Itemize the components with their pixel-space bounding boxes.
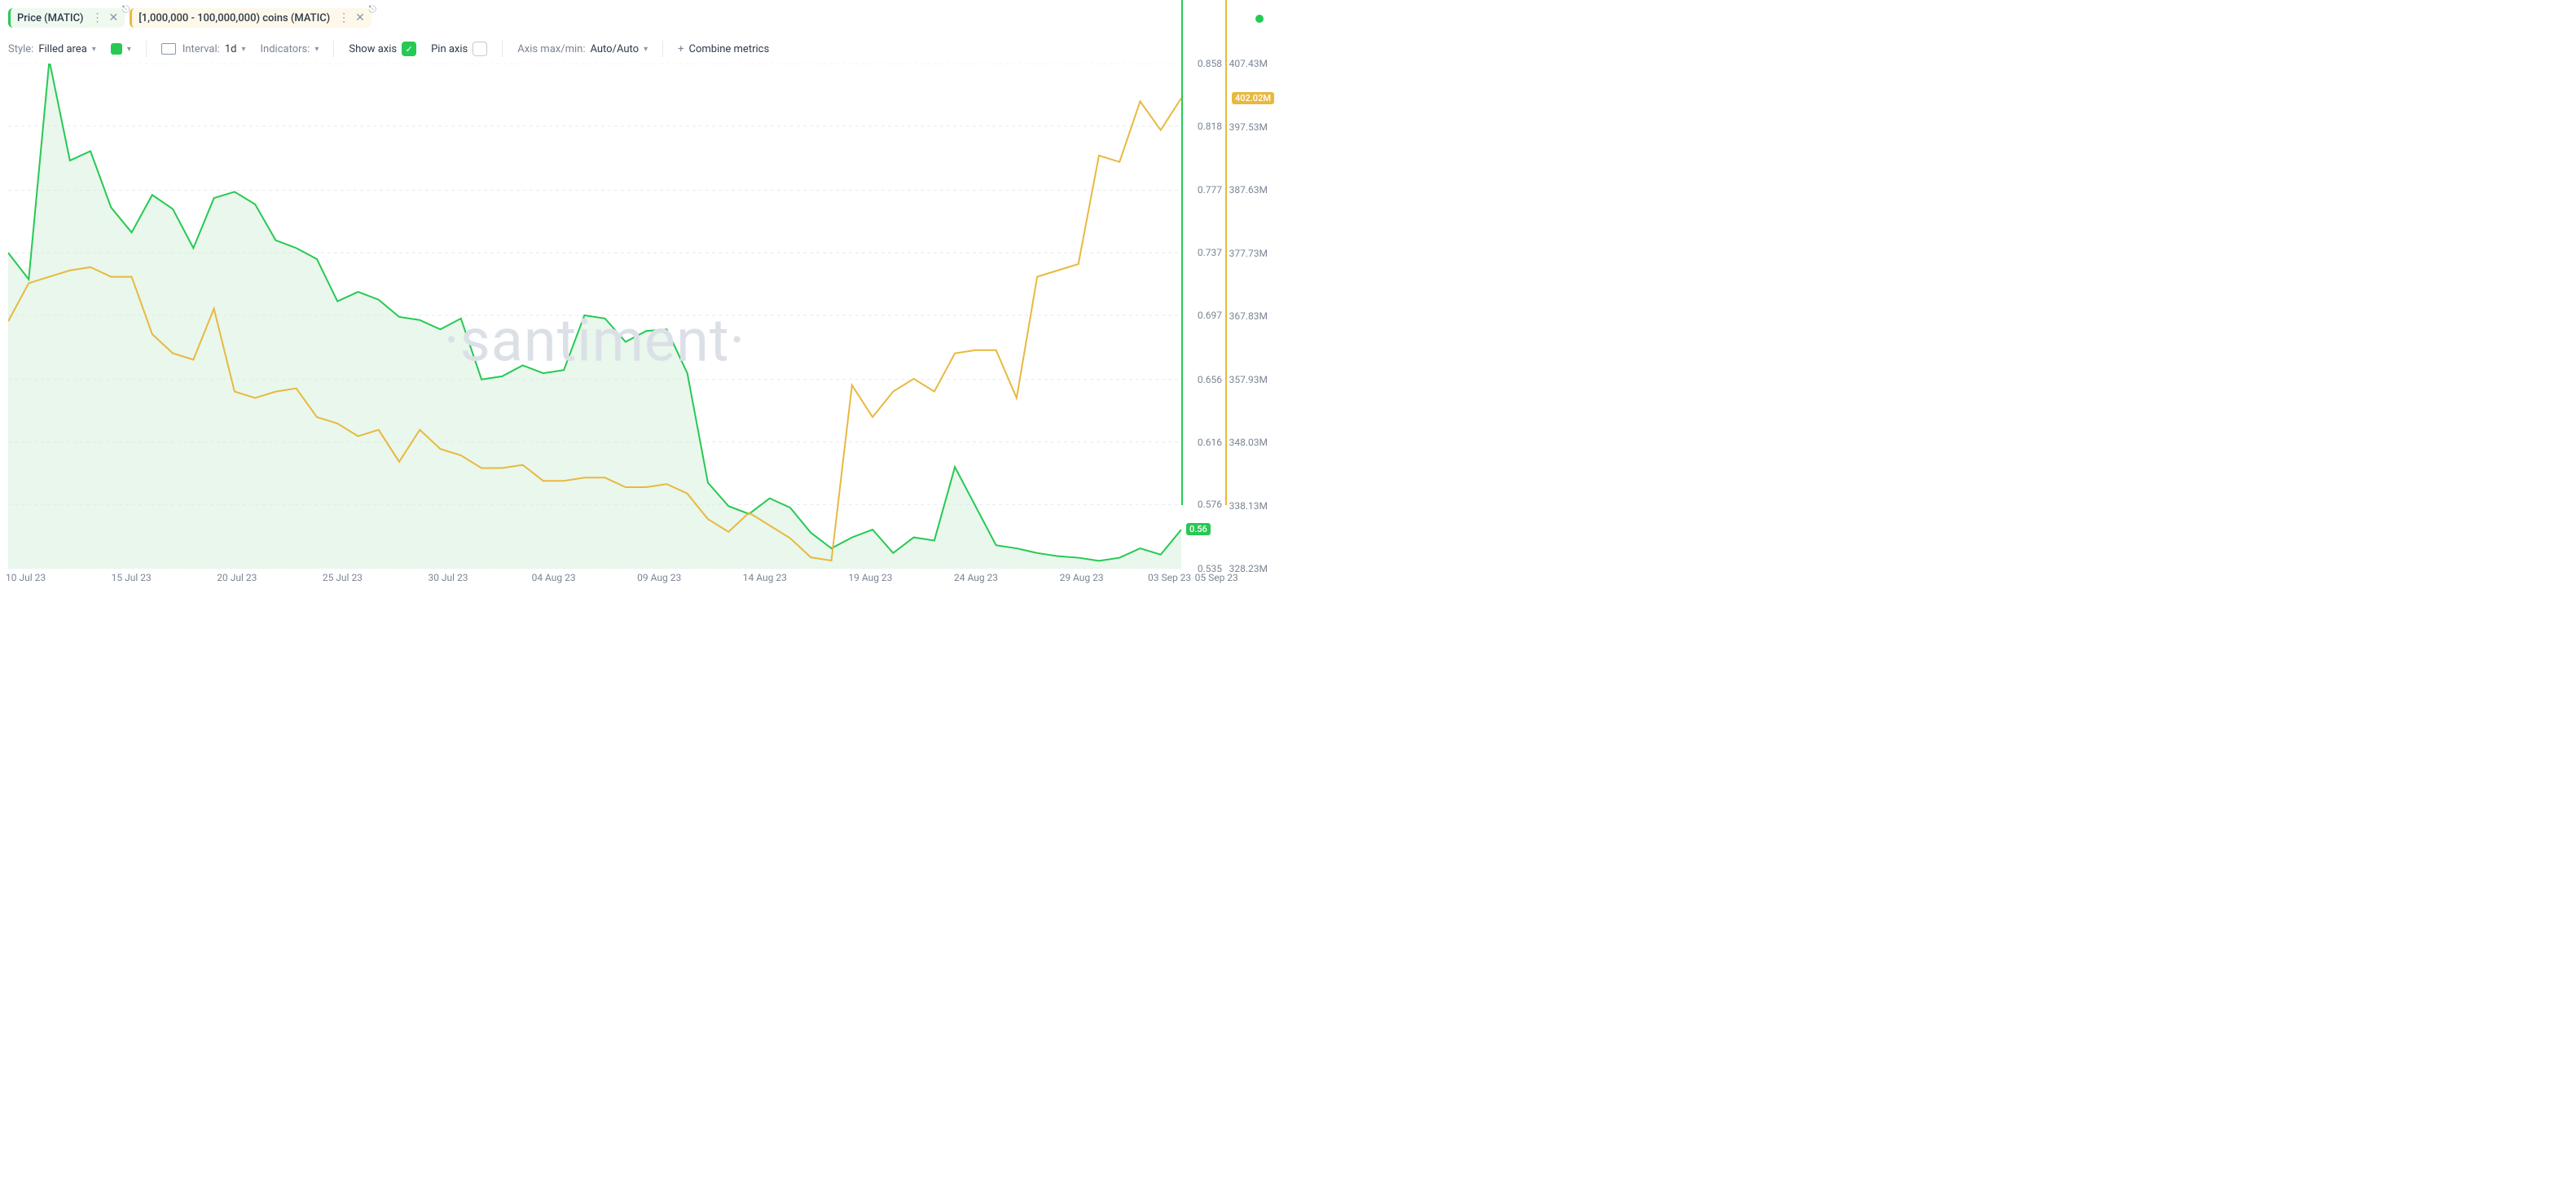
close-icon[interactable]: ✕ — [108, 11, 118, 24]
interval-selector[interactable]: Interval: 1d ▾ — [161, 43, 246, 55]
y-tick-price: 0.777 — [1198, 184, 1222, 196]
price-axis-bar — [1181, 0, 1183, 505]
y-tick-price: 0.697 — [1198, 310, 1222, 321]
chart-svg — [8, 64, 1181, 569]
chip-menu-icon[interactable]: ⋮ — [338, 11, 349, 24]
style-label: Style: — [8, 43, 33, 55]
y-tick-price: 0.737 — [1198, 247, 1222, 258]
chevron-down-icon: ▾ — [644, 45, 648, 54]
y-tick-coins: 407.43M — [1229, 58, 1268, 69]
x-tick: 29 Aug 23 — [1060, 572, 1104, 583]
price-current-badge: 0.56 — [1186, 523, 1211, 535]
y-tick-coins: 377.73M — [1229, 248, 1268, 259]
axis-minmax-selector[interactable]: Axis max/min: Auto/Auto ▾ — [517, 43, 648, 55]
separator — [662, 41, 663, 57]
color-selector[interactable]: ▾ — [111, 43, 131, 55]
chart-toolbar: Style: Filled area ▾ ▾ Interval: 1d ▾ In… — [8, 41, 1280, 57]
style-value: Filled area — [38, 43, 86, 55]
separator — [333, 41, 334, 57]
link-icon: ⎋ — [122, 3, 130, 15]
y-tick-price: 0.616 — [1198, 437, 1222, 448]
separator — [146, 41, 147, 57]
y-tick-coins: 348.03M — [1229, 437, 1268, 448]
axis-mm-label: Axis max/min: — [517, 43, 585, 55]
x-tick: 20 Jul 23 — [217, 572, 257, 583]
indicators-selector[interactable]: Indicators: ▾ — [260, 43, 319, 55]
combine-label: Combine metrics — [689, 43, 770, 55]
chip-menu-icon[interactable]: ⋮ — [91, 11, 102, 24]
status-indicator — [1255, 15, 1264, 23]
chevron-down-icon: ▾ — [314, 45, 319, 54]
axis-mm-value: Auto/Auto — [590, 43, 639, 55]
checkbox-unchecked-icon[interactable] — [473, 42, 487, 56]
chip-label: [1,000,000 - 100,000,000) coins (MATIC) — [138, 12, 330, 24]
metric-chip-coins[interactable]: [1,000,000 - 100,000,000) coins (MATIC) … — [130, 8, 371, 28]
app-container: Price (MATIC) ⋮ ✕ ⎋ [1,000,000 - 100,000… — [0, 0, 1288, 598]
show-axis-toggle[interactable]: Show axis ✓ — [349, 42, 416, 56]
chevron-down-icon: ▾ — [241, 45, 245, 54]
y-tick-coins: 357.93M — [1229, 374, 1268, 385]
combine-metrics-button[interactable]: + Combine metrics — [678, 43, 769, 55]
x-tick: 30 Jul 23 — [428, 572, 468, 583]
close-icon[interactable]: ✕ — [355, 11, 365, 24]
pin-axis-label: Pin axis — [431, 43, 468, 55]
x-tick: 19 Aug 23 — [848, 572, 892, 583]
x-tick: 04 Aug 23 — [532, 572, 576, 583]
metric-chip-price[interactable]: Price (MATIC) ⋮ ✕ ⎋ — [8, 8, 125, 28]
metric-chips-row: Price (MATIC) ⋮ ✕ ⎋ [1,000,000 - 100,000… — [8, 8, 371, 28]
y-tick-coins: 367.83M — [1229, 310, 1268, 322]
interval-icon — [161, 43, 176, 55]
coins-axis-bar — [1225, 0, 1227, 505]
y-tick-coins: 338.13M — [1229, 500, 1268, 512]
color-swatch — [111, 43, 122, 55]
plus-icon: + — [678, 43, 684, 55]
y-tick-price: 0.818 — [1198, 121, 1222, 132]
x-tick: 14 Aug 23 — [743, 572, 787, 583]
x-tick: 05 Sep 23 — [1195, 572, 1238, 583]
x-tick: 03 Sep 23 — [1148, 572, 1191, 583]
separator — [502, 41, 503, 57]
link-icon: ⎋ — [368, 3, 376, 15]
pin-axis-toggle[interactable]: Pin axis — [431, 42, 487, 56]
checkbox-checked-icon[interactable]: ✓ — [402, 42, 416, 56]
style-selector[interactable]: Style: Filled area ▾ — [8, 43, 96, 55]
y-tick-price: 0.858 — [1198, 58, 1222, 69]
show-axis-label: Show axis — [349, 43, 397, 55]
indicators-label: Indicators: — [260, 43, 310, 55]
chevron-down-icon: ▾ — [92, 45, 96, 54]
coins-current-badge: 402.02M — [1232, 92, 1274, 104]
y-tick-price: 0.576 — [1198, 499, 1222, 510]
x-tick: 09 Aug 23 — [637, 572, 681, 583]
y-tick-price: 0.656 — [1198, 374, 1222, 385]
x-tick: 25 Jul 23 — [323, 572, 363, 583]
y-tick-coins: 387.63M — [1229, 184, 1268, 196]
chip-label: Price (MATIC) — [17, 12, 83, 24]
chevron-down-icon: ▾ — [127, 45, 131, 54]
y-tick-coins: 397.53M — [1229, 121, 1268, 133]
chart-area[interactable]: santiment — [8, 64, 1181, 569]
x-tick: 24 Aug 23 — [954, 572, 998, 583]
x-tick: 15 Jul 23 — [112, 572, 152, 583]
x-tick: 10 Jul 23 — [6, 572, 46, 583]
interval-value: 1d — [225, 43, 237, 55]
interval-label: Interval: — [182, 43, 220, 55]
